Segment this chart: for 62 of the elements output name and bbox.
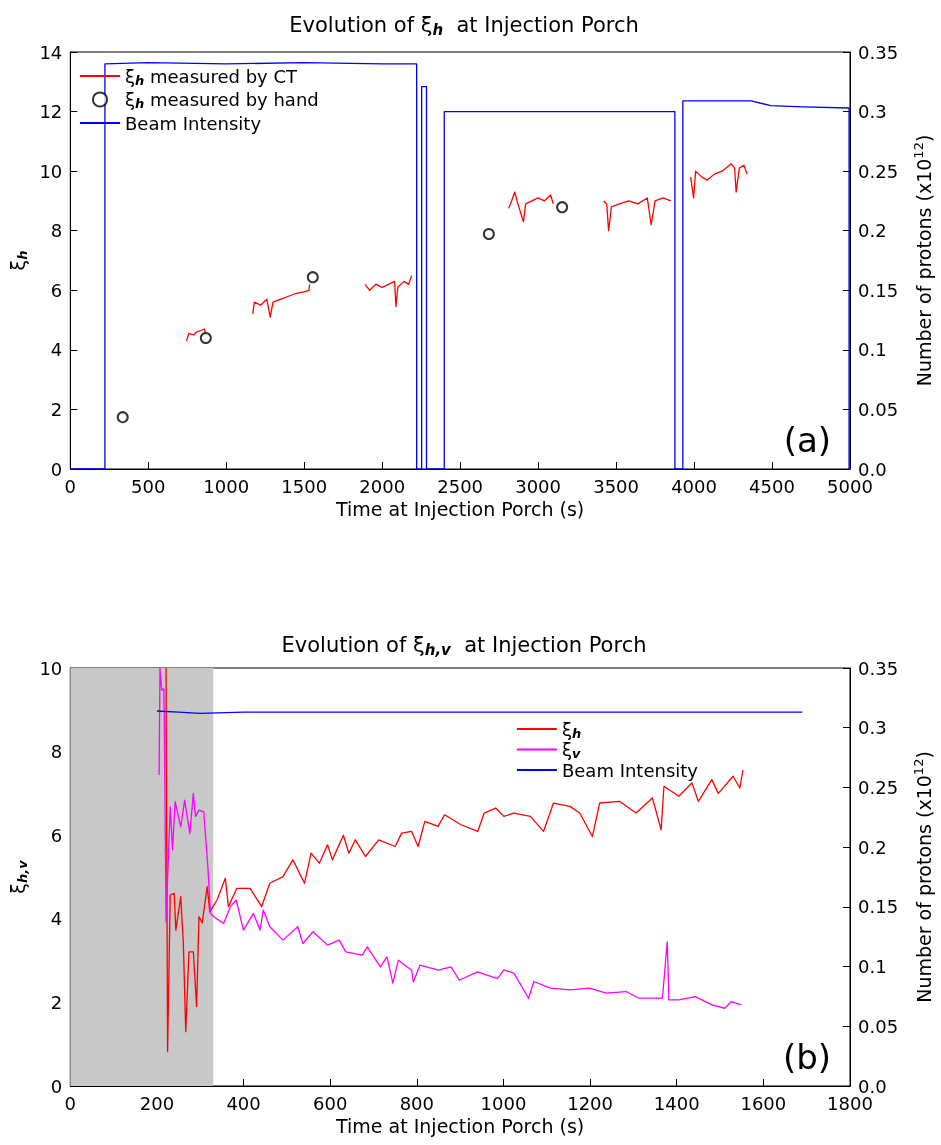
x-tick-label: 1000 xyxy=(480,1092,527,1114)
y-tick-label: 4 xyxy=(50,339,63,361)
y-tick-label: 4 xyxy=(50,908,63,930)
y2-tick-label: 0.35 xyxy=(858,657,899,679)
x-tick-label: 1600 xyxy=(740,1092,787,1114)
x-tick-label: 4500 xyxy=(749,475,795,497)
y-tick-label: 14 xyxy=(39,41,63,63)
annotation: (a) xyxy=(783,420,832,460)
x-tick-label: 2000 xyxy=(359,475,406,497)
legend-label: Beam Intensity xyxy=(125,112,262,134)
y-tick-label: 6 xyxy=(50,824,63,846)
x-tick-label: 200 xyxy=(139,1092,175,1114)
y2-tick-label: 0.3 xyxy=(858,101,887,123)
y2-tick-label: 0.2 xyxy=(858,836,887,858)
y-tick-label: 2 xyxy=(50,991,63,1013)
y-tick-label: 0 xyxy=(50,458,63,480)
y-tick-label: 10 xyxy=(39,160,63,182)
y-tick-label: 10 xyxy=(39,657,63,679)
y2-axis-title: Number of protons (x1012) xyxy=(911,134,935,387)
legend-label: Beam Intensity xyxy=(561,759,699,781)
point xyxy=(556,201,569,214)
x-tick-label: 1500 xyxy=(281,475,328,497)
y2-tick-label: 0.1 xyxy=(858,956,887,978)
y2-axis-title: Number of protons (x1012) xyxy=(911,751,935,1003)
y2-tick-label: 0.3 xyxy=(858,717,887,739)
y-axis-title: ξh xyxy=(6,250,30,271)
point xyxy=(482,227,495,240)
y2-tick-label: 0.25 xyxy=(858,160,899,182)
y-tick-label: 8 xyxy=(50,220,63,242)
point xyxy=(116,411,129,424)
y-tick-label: 0 xyxy=(50,1075,63,1097)
y2-tick-label: 0.05 xyxy=(858,1015,899,1037)
x-tick-label: 4000 xyxy=(671,475,717,497)
y2-tick-label: 0.2 xyxy=(858,220,887,242)
y-axis-title: ξh,v xyxy=(6,859,30,894)
x-axis-title: Time at Injection Porch (s) xyxy=(335,1115,585,1138)
x-tick-label: 0 xyxy=(64,475,77,497)
x-axis-title: Time at Injection Porch (s) xyxy=(335,498,585,521)
x-tick-label: 2500 xyxy=(437,475,484,497)
x-tick-label: 3500 xyxy=(593,475,639,497)
x-tick-label: 600 xyxy=(313,1092,348,1114)
annotation: (b) xyxy=(782,1037,832,1077)
y-tick-label: 8 xyxy=(50,741,63,763)
x-tick-label: 800 xyxy=(399,1092,435,1114)
x-tick-label: 0 xyxy=(64,1092,77,1114)
x-tick-label: 400 xyxy=(226,1092,261,1114)
y2-tick-label: 0.35 xyxy=(858,41,899,63)
point xyxy=(199,331,212,344)
x-tick-label: 3000 xyxy=(515,475,562,497)
y2-tick-label: 0.15 xyxy=(858,896,899,918)
x-tick-label: 1000 xyxy=(203,475,250,497)
y2-tick-label: 0.25 xyxy=(858,776,899,798)
y2-tick-label: 0.1 xyxy=(858,339,887,361)
point xyxy=(306,271,319,284)
y-tick-label: 6 xyxy=(50,279,63,301)
x-tick-label: 500 xyxy=(131,475,166,497)
x-tick-label: 1200 xyxy=(567,1092,614,1114)
y-tick-label: 12 xyxy=(39,101,63,123)
y-tick-label: 2 xyxy=(50,398,63,420)
y2-tick-label: 0.05 xyxy=(858,398,899,420)
x-tick-label: 1400 xyxy=(653,1092,700,1114)
y2-tick-label: 0.15 xyxy=(858,279,899,301)
